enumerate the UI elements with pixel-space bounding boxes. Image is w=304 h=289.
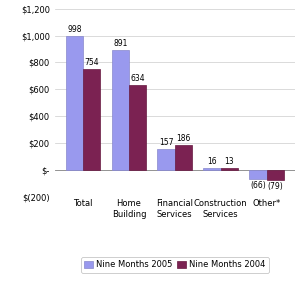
Bar xyxy=(157,149,175,170)
Bar xyxy=(112,50,129,170)
Text: 754: 754 xyxy=(85,58,99,66)
Bar xyxy=(129,85,146,170)
Text: 891: 891 xyxy=(113,39,127,48)
Bar xyxy=(83,68,101,170)
Legend: Nine Months 2005, Nine Months 2004: Nine Months 2005, Nine Months 2004 xyxy=(81,257,269,273)
Bar xyxy=(267,170,284,180)
Bar xyxy=(175,145,192,170)
Text: 13: 13 xyxy=(225,157,234,166)
Text: (66): (66) xyxy=(250,181,266,190)
Text: 634: 634 xyxy=(130,74,145,83)
Bar xyxy=(66,36,83,170)
Text: 16: 16 xyxy=(207,157,217,166)
Text: (79): (79) xyxy=(268,182,283,191)
Text: 186: 186 xyxy=(176,134,191,143)
Bar xyxy=(249,170,267,179)
Bar xyxy=(203,168,221,170)
Text: 998: 998 xyxy=(67,25,81,34)
Text: 157: 157 xyxy=(159,138,173,147)
Bar xyxy=(221,168,238,170)
